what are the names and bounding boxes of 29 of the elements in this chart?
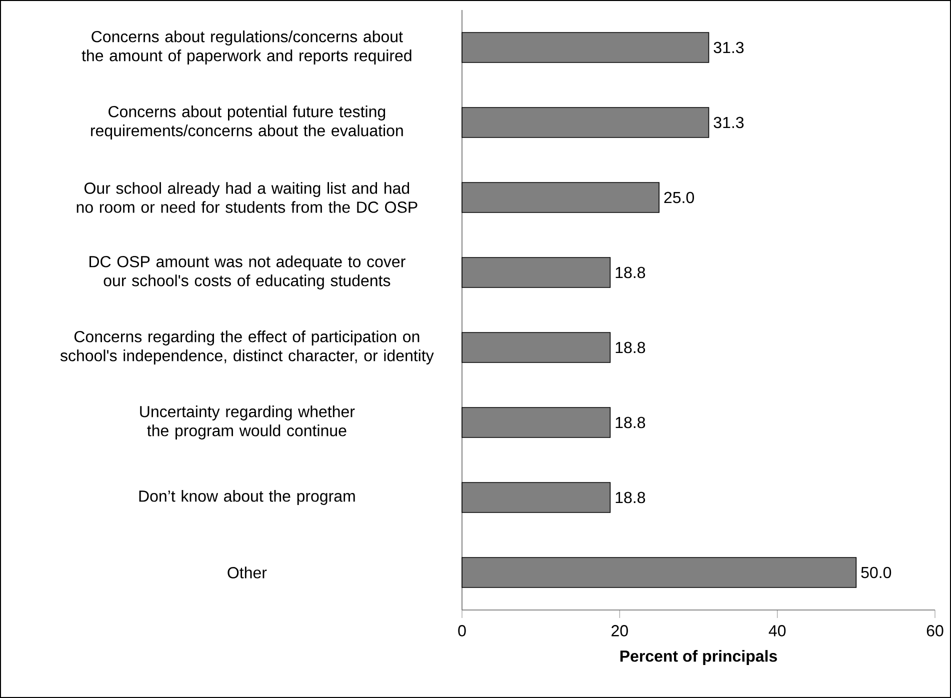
y-tick-label: Don’t know about the program — [139, 490, 355, 505]
data-label: 50.0 — [861, 566, 892, 578]
y-tick-label: Concerns about regulations/concerns about the amount of paperwork and reports required — [82, 30, 412, 64]
y-tick-label: Other — [228, 566, 267, 578]
x-tick-label: 60 — [926, 625, 944, 636]
data-label: 31.3 — [714, 116, 744, 128]
data-label: 25.0 — [664, 192, 694, 204]
bar — [462, 557, 857, 588]
data-label: 18.8 — [616, 266, 646, 278]
bar — [462, 407, 611, 438]
bar — [462, 182, 660, 213]
y-tick-label: DC OSP amount was not adequate to cover our school's costs of educating students — [90, 256, 406, 290]
bar — [462, 257, 611, 288]
x-tick-label: 0 — [458, 625, 466, 636]
y-tick-label: Our school already had a waiting list and had no room or need for students from the DC OSP — [76, 182, 418, 213]
x-tick-label: 40 — [768, 625, 786, 636]
x-tick-label: 20 — [612, 625, 628, 636]
data-label: 31.3 — [714, 42, 744, 54]
bar — [462, 482, 611, 513]
data-label: 18.8 — [616, 416, 646, 428]
x-axis-title: Percent of principals — [620, 650, 777, 665]
y-tick-label: Uncertainty regarding whether the program would continue — [140, 406, 355, 440]
bar — [462, 107, 710, 138]
data-label: 18.8 — [616, 492, 646, 504]
bar — [462, 332, 611, 363]
y-tick-label: Concerns regarding the effect of participation on school's independence, distinct character, or identity — [60, 330, 434, 364]
data-label: 18.8 — [616, 342, 646, 354]
y-tick-label: Concerns about potential future testing requirements/concerns about the evaluation — [91, 106, 403, 140]
bar — [462, 32, 710, 63]
